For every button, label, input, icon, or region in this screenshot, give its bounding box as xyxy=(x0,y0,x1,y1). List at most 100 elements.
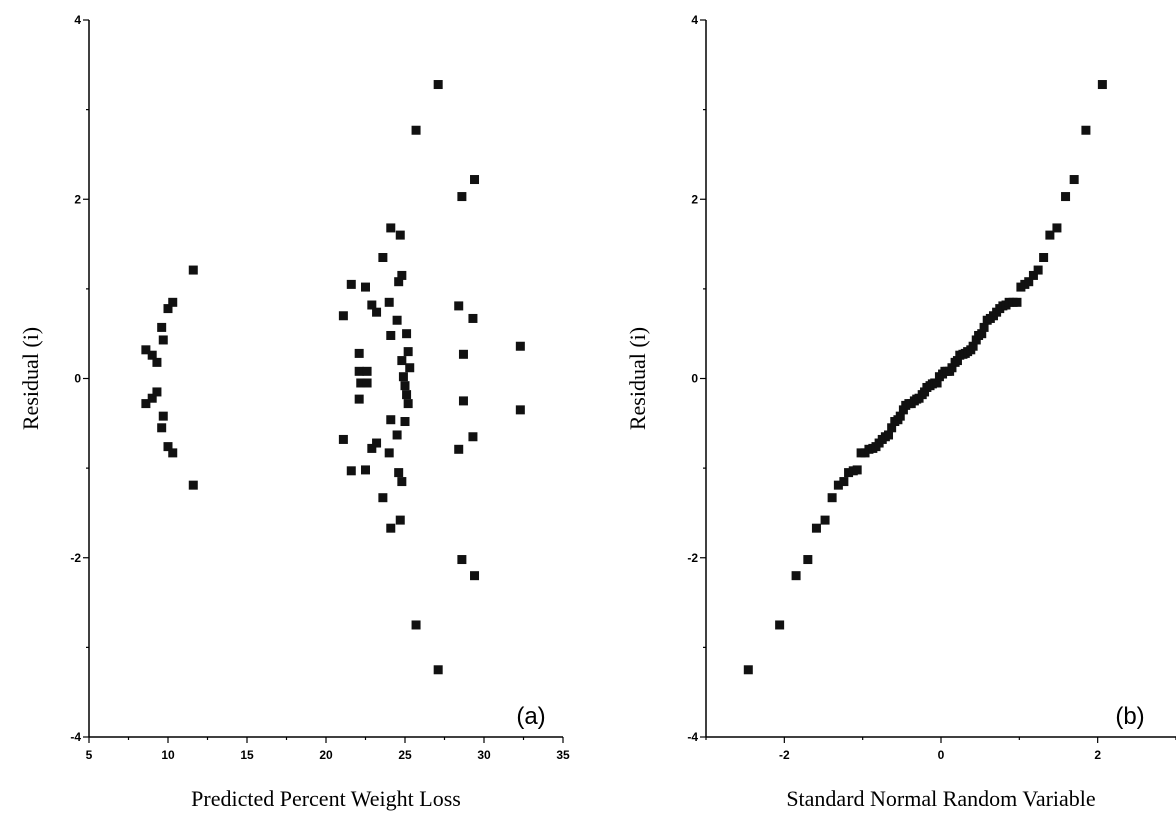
data-point xyxy=(1069,175,1079,185)
data-point xyxy=(157,322,167,332)
x-axis-title: Standard Normal Random Variable xyxy=(786,786,1095,811)
data-point xyxy=(158,411,168,421)
data-point xyxy=(403,399,413,409)
x-tick-label: 10 xyxy=(161,748,175,762)
data-point xyxy=(458,396,468,406)
data-point xyxy=(141,345,151,355)
data-point xyxy=(1052,223,1062,233)
data-point xyxy=(844,468,854,478)
data-point xyxy=(386,223,396,233)
data-point xyxy=(1028,270,1038,280)
data-point xyxy=(168,297,178,307)
data-point xyxy=(386,523,396,533)
x-tick-label: 5 xyxy=(86,748,93,762)
panel-label: (b) xyxy=(1115,703,1144,730)
data-point xyxy=(1097,80,1107,90)
data-point xyxy=(152,387,162,397)
data-point xyxy=(454,301,464,311)
data-point xyxy=(1012,297,1022,307)
x-axis-title: Predicted Percent Weight Loss xyxy=(191,786,461,811)
data-point xyxy=(395,230,405,240)
data-point xyxy=(168,448,178,458)
x-tick-label: 25 xyxy=(398,748,412,762)
y-tick-label: 2 xyxy=(691,192,698,206)
y-tick-label: 0 xyxy=(691,372,698,386)
data-point xyxy=(338,434,348,444)
data-point xyxy=(470,175,480,185)
data-point xyxy=(397,477,407,487)
x-tick-label: 35 xyxy=(556,748,570,762)
data-point xyxy=(398,372,408,382)
data-point xyxy=(458,349,468,359)
x-tick-label: 15 xyxy=(240,748,254,762)
data-point xyxy=(361,282,370,292)
data-point xyxy=(361,465,370,475)
data-point xyxy=(1039,253,1049,263)
y-axis-title: Residual (i) xyxy=(18,327,43,430)
y-tick-label: -2 xyxy=(687,551,698,565)
panel-a: -4 -2 0 2 4 5 10 15 20 25 30 35 Predicted Percent We… xyxy=(18,13,570,811)
y-tick-label: 4 xyxy=(691,13,698,27)
data-point xyxy=(515,405,525,415)
y-tick-label: 4 xyxy=(74,13,81,27)
data-point xyxy=(977,329,987,339)
data-point xyxy=(932,378,942,388)
data-point xyxy=(887,423,897,433)
data-point xyxy=(403,347,413,357)
data-point xyxy=(468,432,478,442)
data-point xyxy=(457,192,467,202)
data-point xyxy=(378,253,388,263)
data-point xyxy=(775,620,785,630)
data-point xyxy=(384,448,394,458)
data-point xyxy=(402,329,412,339)
data-point xyxy=(394,277,404,287)
data-point xyxy=(405,363,415,373)
data-point xyxy=(147,350,157,360)
data-point xyxy=(979,322,989,332)
data-point xyxy=(394,468,404,478)
data-point xyxy=(372,438,382,448)
data-point xyxy=(839,477,849,487)
data-point xyxy=(400,381,410,391)
data-point xyxy=(1081,125,1091,135)
data-point xyxy=(1061,192,1071,202)
data-point xyxy=(163,304,173,314)
data-point xyxy=(188,265,198,275)
data-point xyxy=(395,515,405,525)
data-point xyxy=(384,297,394,307)
data-point xyxy=(457,555,467,565)
x-tick-label: 30 xyxy=(477,748,491,762)
panel-b: -4 -2 0 2 4 -2 0 2 Standard Normal Random Variab… xyxy=(625,13,1176,811)
data-point xyxy=(470,571,480,581)
data-point xyxy=(392,315,402,325)
data-point xyxy=(947,363,957,373)
data-point xyxy=(952,356,962,366)
data-point xyxy=(367,300,377,310)
y-tick-label: -2 xyxy=(70,551,81,565)
x-tick-label: 2 xyxy=(1094,748,1101,762)
data-point xyxy=(884,430,894,440)
data-point xyxy=(354,348,364,358)
y-tick-label: -4 xyxy=(70,730,81,744)
data-point xyxy=(392,430,402,440)
data-point xyxy=(356,378,366,388)
data-point xyxy=(411,620,421,630)
data-point xyxy=(386,330,396,340)
y-tick-label: -4 xyxy=(687,730,698,744)
x-tick-label: 0 xyxy=(938,748,945,762)
data-point xyxy=(811,523,821,533)
data-point xyxy=(1033,265,1043,275)
data-point xyxy=(152,357,162,367)
data-point xyxy=(827,493,837,503)
data-point xyxy=(433,665,443,675)
data-point xyxy=(147,393,157,403)
data-point xyxy=(354,394,364,404)
data-point xyxy=(820,515,830,525)
data-point xyxy=(468,313,478,323)
data-point xyxy=(397,356,407,366)
data-point xyxy=(791,571,801,581)
data-point xyxy=(400,417,410,427)
y-axis-title: Residual (i) xyxy=(625,327,650,430)
data-point xyxy=(895,411,905,421)
